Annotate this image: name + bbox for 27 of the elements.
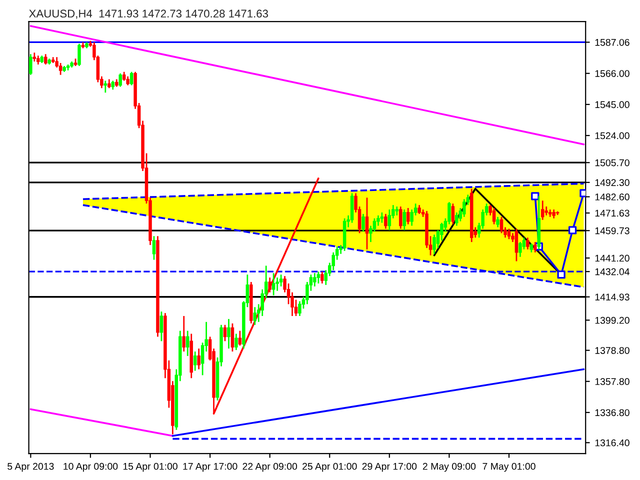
x-tick-label: 2 May 09:00 [422, 462, 476, 472]
x-tick-label: 22 Apr 09:00 [242, 462, 298, 472]
y-tick-label: 1524.00 [595, 132, 630, 140]
y-tick-label: 1378.80 [595, 347, 630, 354]
y-tick-label: 1587.06 [595, 38, 630, 46]
x-tick-label: 17 Apr 17:00 [183, 462, 238, 472]
y-tick-label: 1505.70 [595, 159, 630, 166]
x-tick-label: 29 Apr 17:00 [362, 462, 417, 472]
y-tick-label: 1357.80 [595, 378, 630, 386]
y-tick-label: 1566.00 [595, 70, 630, 77]
chart-title: XAUUSD,H4 1471.93 1472.73 1470.28 1471.63 [29, 10, 268, 19]
y-tick-label: 1492.30 [595, 179, 630, 186]
y-tick-label: 1482.60 [595, 194, 630, 200]
y-tick-label: 1441.20 [595, 254, 630, 262]
x-tick-label: 25 Apr 01:00 [302, 462, 357, 472]
y-tick-label: 1545.00 [595, 101, 630, 108]
x-tick-label: 10 Apr 09:00 [64, 462, 118, 472]
y-tick-label: 1414.93 [595, 294, 630, 300]
y-tick-label: 1399.20 [595, 316, 630, 324]
x-tick-label: 15 Apr 01:00 [123, 462, 178, 472]
y-tick-label: 1459.73 [595, 227, 630, 234]
x-tick-label: 7 May 01:00 [482, 462, 536, 472]
y-tick-label: 1336.80 [595, 409, 630, 416]
y-tick-label: 1471.63 [595, 210, 630, 217]
x-tick-label: 5 Apr 2013 [8, 462, 54, 472]
y-tick-label: 1316.40 [595, 439, 630, 446]
y-tick-label: 1432.04 [595, 268, 630, 276]
